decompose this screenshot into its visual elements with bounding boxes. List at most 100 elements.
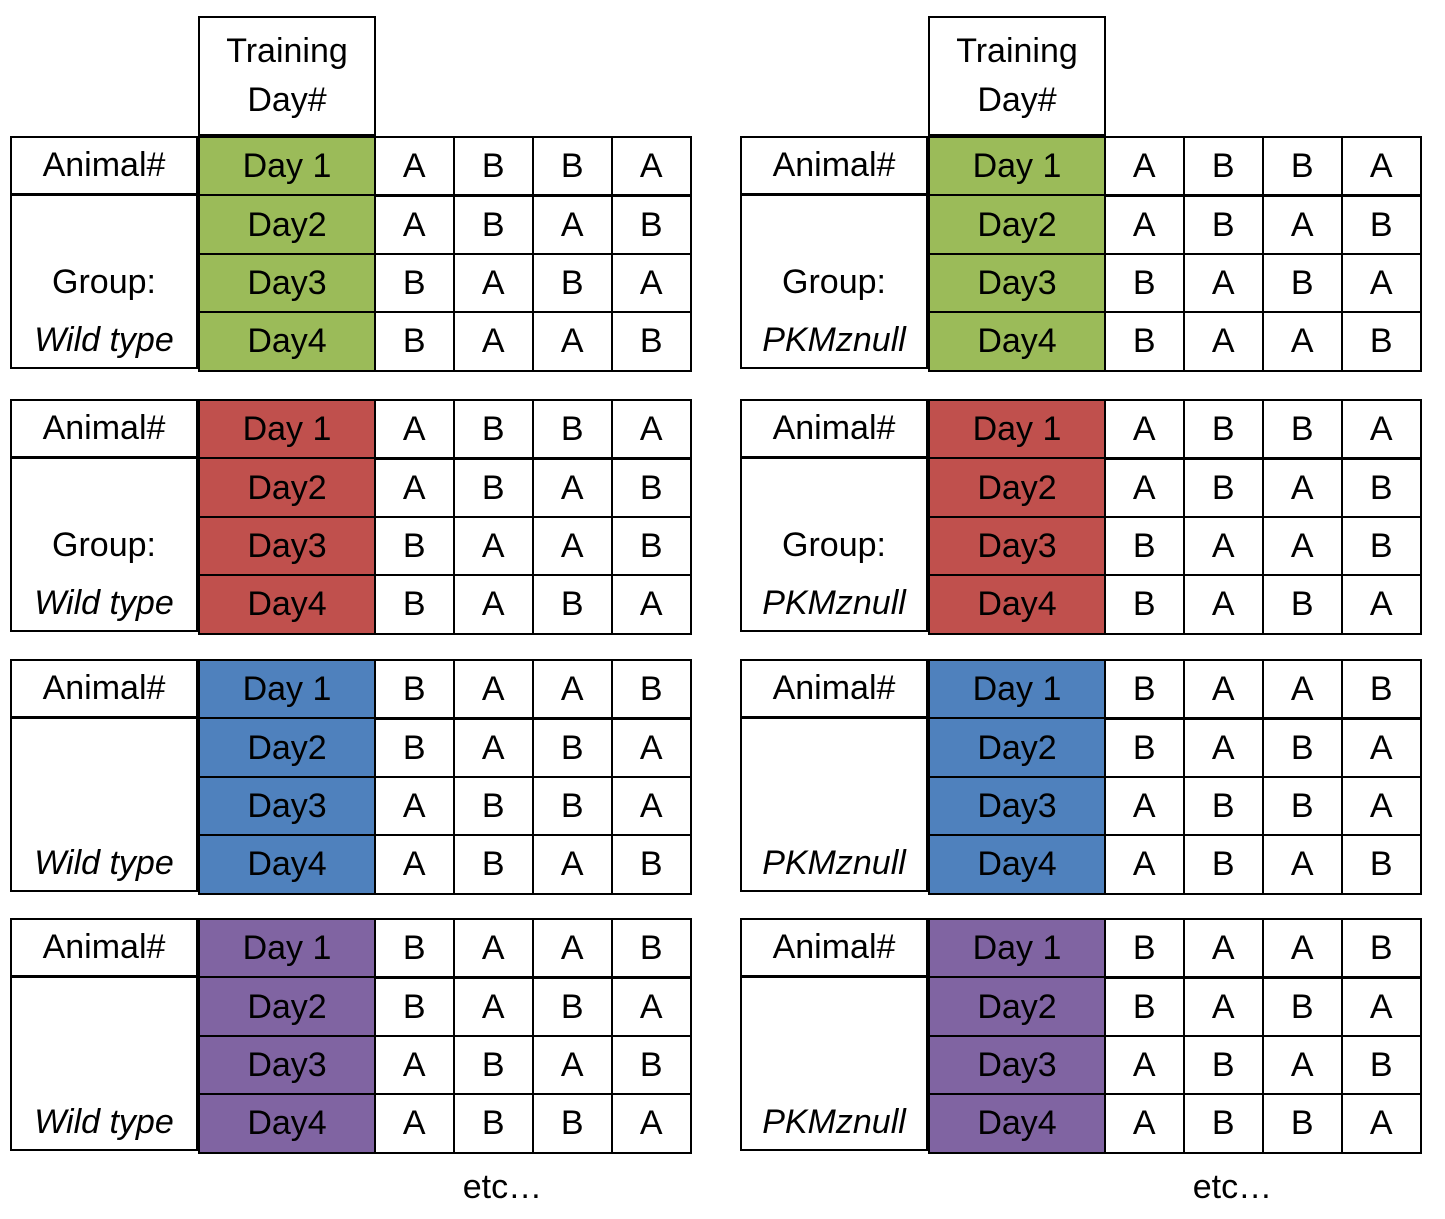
trial-cell: B — [531, 1092, 613, 1154]
trial-cell: A — [610, 252, 692, 314]
trial-cell: B — [610, 1034, 692, 1096]
trial-cell: B — [1182, 833, 1264, 895]
trial-cell: B — [610, 833, 692, 895]
trial-cell: A — [531, 194, 613, 256]
trial-cell: A — [452, 976, 534, 1038]
trial-cell: A — [1103, 775, 1185, 837]
trial-cell: A — [373, 194, 455, 256]
day-cell: Day3 — [928, 515, 1106, 577]
trial-cell: B — [1103, 252, 1185, 314]
day-cell: Day3 — [198, 1034, 376, 1096]
trial-cell: A — [531, 1034, 613, 1096]
day-cell: Day4 — [198, 833, 376, 895]
trial-cell: A — [1182, 573, 1264, 635]
trial-cell: A — [1261, 659, 1343, 720]
day-cell: Day4 — [928, 573, 1106, 635]
trial-cell: B — [452, 775, 534, 837]
day-cell: Day3 — [198, 515, 376, 577]
trial-cell: B — [1103, 918, 1185, 979]
trial-cell: B — [1340, 457, 1422, 519]
trial-cell: A — [1340, 399, 1422, 460]
trial-cell: B — [531, 573, 613, 635]
day-cell: Day 1 — [928, 399, 1106, 460]
trial-cell: A — [610, 136, 692, 197]
trial-cell: B — [1103, 976, 1185, 1038]
trial-cell: A — [1103, 1092, 1185, 1154]
trial-cell: B — [1340, 659, 1422, 720]
trial-cell: B — [1261, 399, 1343, 460]
trial-cell: A — [610, 399, 692, 460]
trial-cell: B — [1182, 457, 1264, 519]
day-cell: Day2 — [928, 717, 1106, 779]
animal-label-column — [740, 399, 928, 633]
day-cell: Day2 — [198, 976, 376, 1038]
trial-cell: B — [610, 457, 692, 519]
trial-cell: A — [1340, 573, 1422, 635]
trial-cell: B — [610, 310, 692, 372]
trial-cell: B — [1261, 252, 1343, 314]
trial-cell: A — [373, 136, 455, 197]
day-cell: Day4 — [928, 1092, 1106, 1154]
animal-label-column — [10, 659, 198, 893]
day-cell: Day2 — [928, 457, 1106, 519]
day-cell: Day 1 — [198, 659, 376, 720]
trial-cell: A — [610, 717, 692, 779]
training-day-header: Training Day# — [928, 16, 1106, 136]
trial-cell: A — [531, 659, 613, 720]
trial-cell: B — [610, 194, 692, 256]
day-cell: Day3 — [198, 775, 376, 837]
trial-cell: A — [1340, 252, 1422, 314]
day-cell: Day2 — [928, 976, 1106, 1038]
trial-cell: A — [1340, 136, 1422, 197]
header-line: Day# — [977, 81, 1057, 119]
trial-cell: A — [1340, 976, 1422, 1038]
trial-cell: A — [452, 918, 534, 979]
trial-cell: A — [531, 833, 613, 895]
day-cell: Day3 — [928, 775, 1106, 837]
etc-label: etc… — [462, 1168, 543, 1206]
trial-cell: B — [1261, 573, 1343, 635]
trial-cell: A — [452, 659, 534, 720]
animal-number-label: Animal# — [772, 146, 896, 185]
trial-cell: A — [1340, 1092, 1422, 1154]
trial-cell: A — [1182, 310, 1264, 372]
trial-cell: B — [452, 1092, 534, 1154]
trial-cell: B — [531, 775, 613, 837]
group-label: Group: — [52, 525, 156, 564]
trial-cell: B — [1182, 1034, 1264, 1096]
trial-cell: A — [1340, 717, 1422, 779]
trial-cell: A — [373, 1092, 455, 1154]
genotype-label: PKMznull — [762, 844, 906, 883]
trial-cell: A — [610, 775, 692, 837]
etc-label: etc… — [1192, 1168, 1273, 1206]
trial-cell: A — [1103, 194, 1185, 256]
trial-cell: B — [610, 515, 692, 577]
trial-cell: B — [1261, 717, 1343, 779]
animal-row-divider — [740, 975, 928, 978]
trial-cell: A — [1340, 775, 1422, 837]
genotype-label: Wild type — [34, 844, 174, 883]
day-cell: Day2 — [198, 457, 376, 519]
trial-cell: A — [1103, 1034, 1185, 1096]
animal-row-divider — [740, 456, 928, 459]
header-line: Day# — [247, 81, 327, 119]
day-cell: Day2 — [198, 717, 376, 779]
trial-cell: A — [1261, 457, 1343, 519]
group-label: Group: — [782, 525, 886, 564]
day-cell: Day2 — [198, 194, 376, 256]
day-cell: Day4 — [198, 573, 376, 635]
trial-cell: A — [1182, 659, 1264, 720]
trial-cell: A — [1182, 515, 1264, 577]
day-cell: Day 1 — [198, 399, 376, 460]
day-cell: Day 1 — [198, 918, 376, 979]
genotype-label: Wild type — [34, 584, 174, 623]
animal-row-divider — [740, 193, 928, 196]
animal-number-label: Animal# — [42, 928, 166, 967]
day-cell: Day 1 — [198, 136, 376, 197]
day-cell: Day4 — [928, 833, 1106, 895]
genotype-label: PKMznull — [762, 1103, 906, 1142]
trial-cell: B — [1340, 1034, 1422, 1096]
group-label: Group: — [782, 262, 886, 301]
trial-cell: A — [1182, 252, 1264, 314]
animal-row-divider — [10, 456, 198, 459]
